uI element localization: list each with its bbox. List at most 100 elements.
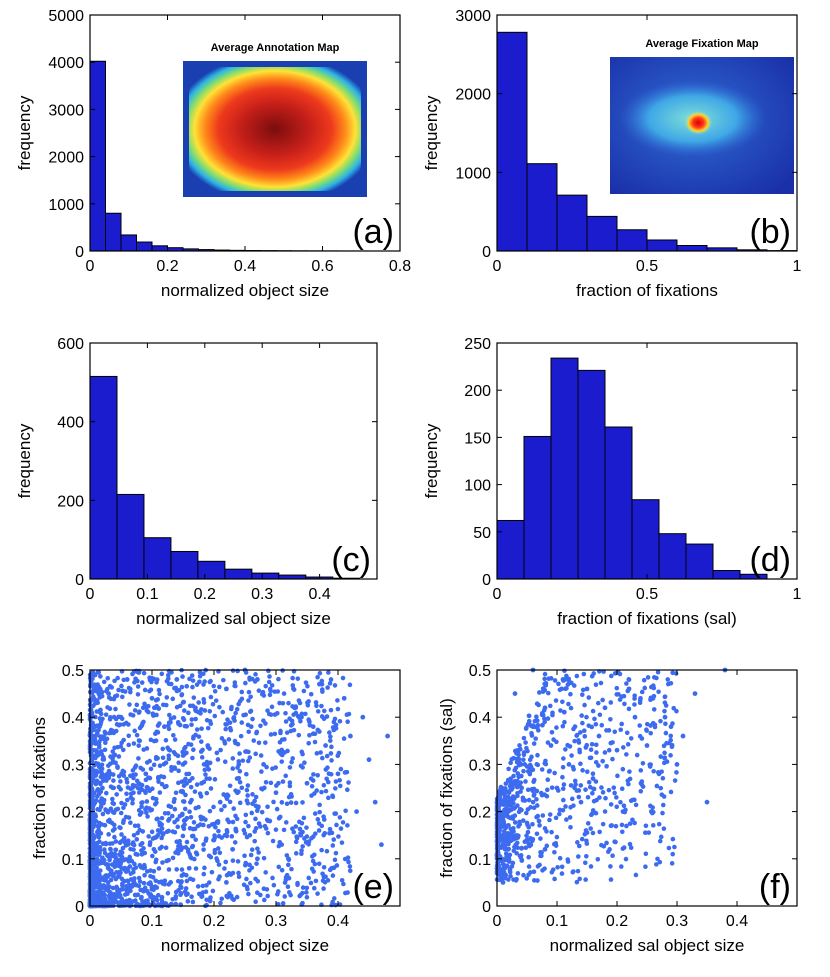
scatter-point bbox=[585, 821, 591, 826]
scatter-point bbox=[118, 840, 123, 845]
scatter-point bbox=[222, 741, 228, 746]
bar bbox=[523, 435, 552, 580]
scatter-point bbox=[155, 828, 161, 833]
scatter-point bbox=[193, 866, 199, 871]
scatter-point bbox=[150, 711, 156, 717]
scatter-point bbox=[646, 830, 652, 835]
scatter-point bbox=[342, 856, 348, 862]
scatter-point bbox=[232, 680, 238, 685]
panel-label: (a) bbox=[352, 213, 394, 251]
scatter-point bbox=[152, 835, 158, 840]
scatter-point bbox=[119, 866, 125, 871]
scatter-point bbox=[103, 712, 109, 717]
scatter-point bbox=[165, 745, 170, 750]
scatter-point bbox=[562, 668, 567, 674]
y-tick-label: 1000 bbox=[455, 165, 491, 182]
scatter-point bbox=[313, 700, 319, 705]
scatter-point bbox=[255, 856, 260, 862]
scatter-point bbox=[575, 840, 580, 845]
x-axis-label: normalized sal object size bbox=[136, 609, 331, 628]
scatter-point bbox=[108, 727, 114, 733]
scatter-point bbox=[197, 679, 202, 685]
axes-frame bbox=[89, 669, 401, 907]
scatter-point bbox=[154, 677, 160, 682]
scatter-point bbox=[524, 810, 529, 816]
scatter-point bbox=[169, 670, 174, 675]
scatter-point bbox=[504, 863, 510, 869]
scatter-point bbox=[552, 678, 558, 683]
x-tick-label: 0.4 bbox=[327, 913, 349, 930]
bar bbox=[646, 239, 678, 252]
scatter-point bbox=[608, 877, 614, 882]
scatter-point bbox=[332, 683, 338, 688]
scatter-point bbox=[141, 846, 146, 851]
scatter-point bbox=[333, 786, 338, 791]
scatter-point bbox=[99, 749, 104, 754]
scatter-point bbox=[643, 830, 648, 836]
scatter-point bbox=[131, 832, 137, 838]
scatter-point bbox=[526, 721, 532, 727]
scatter-point bbox=[161, 761, 167, 767]
scatter-point bbox=[246, 689, 252, 695]
scatter-point bbox=[188, 876, 193, 882]
scatter-point bbox=[116, 722, 122, 728]
scatter-point bbox=[284, 801, 290, 807]
scatter-point bbox=[626, 706, 632, 712]
scatter-point bbox=[283, 773, 289, 779]
scatter-point bbox=[608, 673, 614, 679]
scatter-point bbox=[101, 755, 106, 760]
scatter-point bbox=[183, 776, 188, 782]
scatter-point bbox=[185, 899, 191, 904]
scatter-point bbox=[579, 692, 585, 698]
scatter-point bbox=[166, 828, 171, 834]
scatter-point bbox=[186, 865, 192, 871]
scatter-point bbox=[98, 781, 103, 787]
scatter-point bbox=[510, 860, 516, 866]
scatter-point bbox=[346, 859, 351, 865]
scatter-point bbox=[265, 804, 270, 810]
scatter-point bbox=[659, 792, 665, 797]
scatter-point bbox=[560, 774, 565, 780]
scatter-point bbox=[181, 872, 186, 877]
scatter-point bbox=[239, 689, 245, 695]
scatter-point bbox=[318, 750, 323, 755]
scatter-point bbox=[131, 866, 136, 872]
scatter-point bbox=[91, 790, 97, 796]
scatter-point bbox=[584, 853, 589, 859]
scatter-point bbox=[628, 845, 634, 851]
scatter-point bbox=[508, 760, 513, 766]
scatter-point bbox=[160, 755, 166, 761]
scatter-point bbox=[622, 701, 627, 707]
scatter-point bbox=[188, 854, 193, 860]
scatter-point bbox=[131, 741, 137, 746]
scatter-point bbox=[624, 730, 630, 736]
scatter-point bbox=[219, 736, 225, 741]
scatter-point bbox=[179, 867, 185, 872]
scatter-point bbox=[304, 894, 310, 900]
bar bbox=[496, 31, 528, 252]
scatter-point bbox=[143, 790, 148, 796]
scatter-point bbox=[172, 766, 178, 771]
scatter-point bbox=[600, 790, 606, 795]
scatter-point bbox=[270, 875, 275, 881]
scatter-point bbox=[554, 725, 559, 730]
scatter-point bbox=[112, 694, 118, 699]
scatter-point bbox=[544, 843, 550, 849]
scatter-point bbox=[217, 850, 223, 856]
scatter-point bbox=[530, 724, 536, 730]
scatter-point bbox=[254, 861, 259, 866]
scatter-point bbox=[530, 822, 535, 827]
scatter-point bbox=[207, 808, 213, 814]
scatter-point bbox=[660, 810, 665, 816]
scatter-point bbox=[552, 876, 557, 882]
scatter-point bbox=[152, 705, 158, 711]
x-tick-label: 0.5 bbox=[636, 258, 658, 275]
scatter-point bbox=[256, 740, 262, 746]
scatter-point bbox=[327, 738, 333, 743]
scatter-point bbox=[333, 850, 339, 856]
x-axis-label: normalized object size bbox=[161, 936, 329, 955]
scatter-point bbox=[572, 785, 577, 791]
scatter-point bbox=[150, 786, 155, 792]
scatter-point bbox=[495, 849, 500, 854]
scatter-point bbox=[586, 695, 592, 700]
